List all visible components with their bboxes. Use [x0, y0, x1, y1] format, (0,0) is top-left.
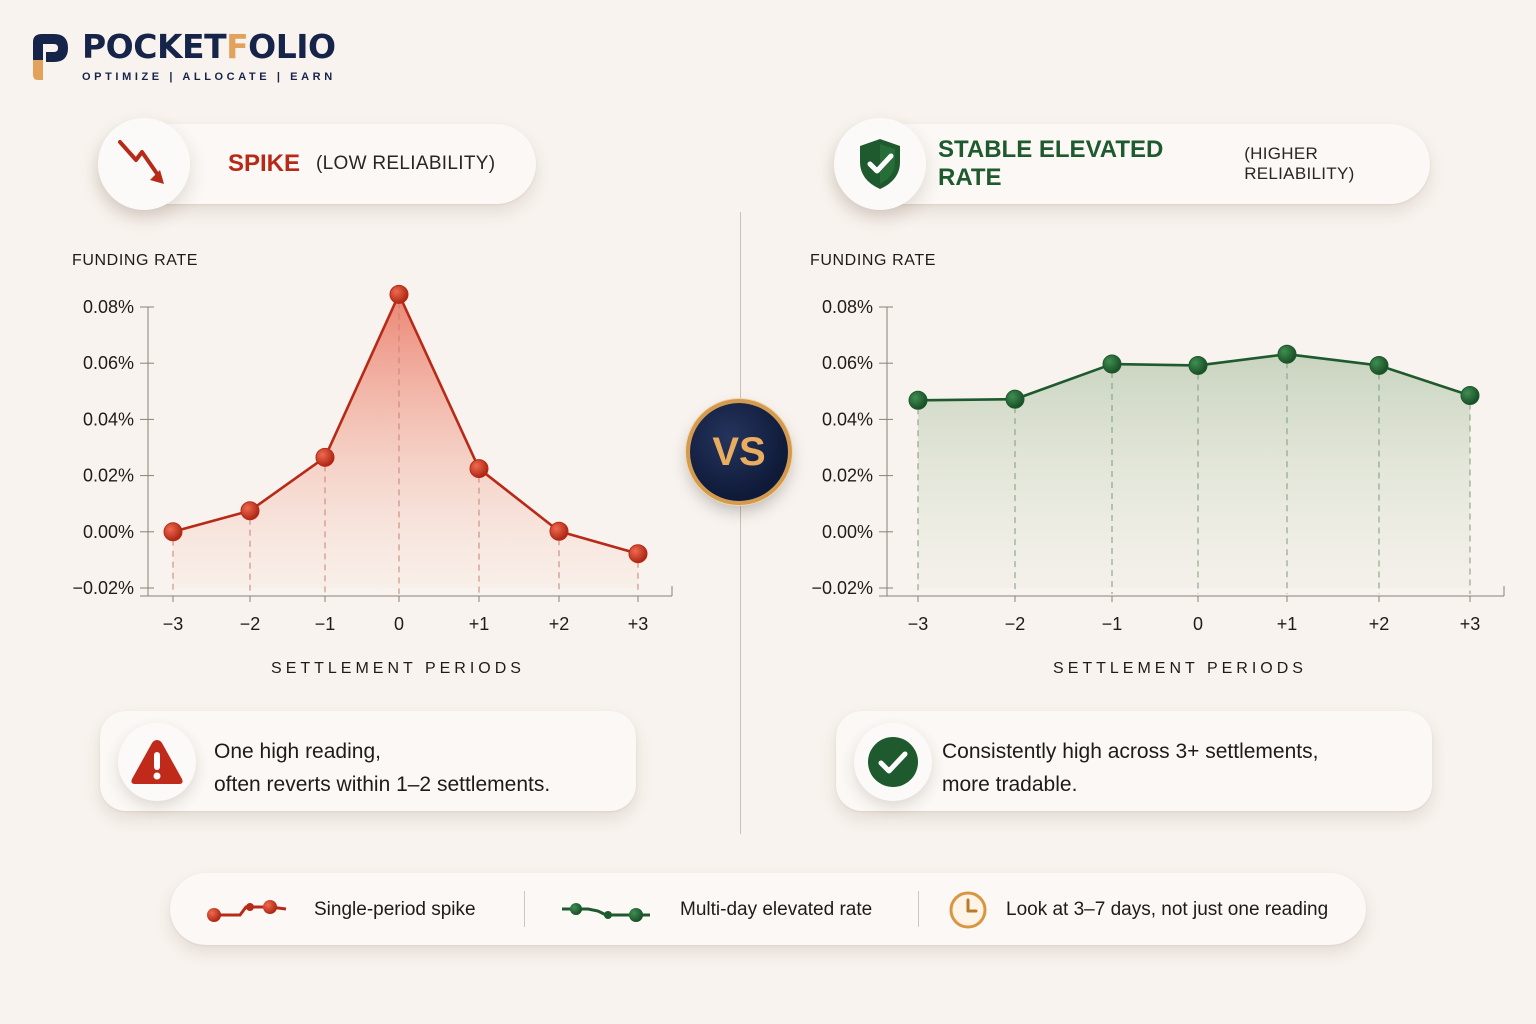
stable-x-tick-label: +3 — [1460, 614, 1481, 634]
stable-title: STABLE ELEVATED RATE — [938, 136, 1164, 191]
spike-area — [173, 294, 638, 588]
stable-subtitle: (HIGHER RELIABILITY) — [1244, 144, 1355, 183]
stable-data-point — [1277, 344, 1297, 364]
legend-stable-label: Multi-day elevated rate — [680, 899, 873, 920]
legend-separator — [918, 891, 919, 927]
spike-note-line-1: One high reading, — [214, 740, 381, 763]
spike-data-point — [389, 284, 409, 304]
check-icon-circle — [854, 723, 932, 801]
spike-legend-swatch — [207, 900, 287, 922]
stable-data-point — [1369, 355, 1389, 375]
stable-x-tick-label: −3 — [908, 614, 929, 634]
stable-x-tick-label: −2 — [1005, 614, 1026, 634]
spike-data-point — [163, 522, 183, 542]
spike-x-tick-label: +1 — [469, 614, 490, 634]
brand-tagline: OPTIMIZE | ALLOCATE | EARN — [82, 71, 336, 83]
spike-y-tick-label: 0.08% — [83, 297, 134, 317]
legend-tip-label: Look at 3–7 days, not just one reading — [1006, 899, 1329, 920]
spike-title: SPIKE — [228, 150, 301, 177]
stable-data-point — [1460, 386, 1480, 406]
stable-y-tick-label: 0.00% — [822, 522, 873, 542]
stable-data-point — [1188, 355, 1208, 375]
spike-data-point — [315, 447, 335, 467]
right-x-axis-title: SETTLEMENT PERIODS — [1053, 660, 1307, 677]
spike-y-tick-label: 0.00% — [83, 522, 134, 542]
stable-data-point — [1005, 389, 1025, 409]
spike-x-tick-label: 0 — [394, 614, 404, 634]
spike-data-point — [628, 544, 648, 564]
stable-note-line-2: more tradable. — [942, 773, 1078, 796]
brand-logo: POCKETFOLIO OPTIMIZE | ALLOCATE | EARN — [30, 30, 336, 83]
trend-down-arrow-icon — [118, 140, 164, 184]
vs-badge: VS — [690, 403, 788, 501]
spike-data-point — [549, 521, 569, 541]
legend-spike-label: Single-period spike — [314, 899, 476, 920]
stable-legend-swatch — [562, 903, 650, 922]
stable-y-tick-label: 0.08% — [822, 297, 873, 317]
stable-note-card: Consistently high across 3+ settlements,… — [836, 711, 1432, 811]
stable-area — [918, 354, 1470, 588]
brand-name: POCKETFOLIO — [82, 27, 336, 66]
warning-triangle-icon — [131, 740, 183, 784]
spike-data-point — [240, 501, 260, 521]
stable-x-tick-label: +1 — [1277, 614, 1298, 634]
spike-x-tick-label: −3 — [163, 614, 184, 634]
stable-y-tick-label: 0.06% — [822, 353, 873, 373]
stable-note-text: Consistently high across 3+ settlements,… — [942, 735, 1318, 801]
spike-data-point — [469, 459, 489, 479]
spike-y-tick-label: −0.02% — [72, 578, 134, 598]
spike-note-card: One high reading, often reverts within 1… — [100, 711, 636, 811]
spike-x-tick-label: +2 — [549, 614, 570, 634]
legend-bar: Single-period spike Multi-day elevated r… — [170, 873, 1366, 945]
stable-header: STABLE ELEVATED RATE (HIGHER RELIABILITY… — [834, 118, 1430, 210]
warning-icon-circle — [118, 723, 196, 801]
stable-y-tick-label: 0.02% — [822, 466, 873, 486]
spike-subtitle: (LOW RELIABILITY) — [316, 153, 496, 174]
spike-chart: 0.08% 0.06% 0.04% 0.02% 0.00% −0.02% −3 −2 −1 0 +1… — [72, 284, 673, 634]
spike-x-tick-label: +3 — [628, 614, 649, 634]
spike-note-text: One high reading, often reverts within 1… — [214, 735, 550, 801]
legend-separator — [524, 891, 525, 927]
spike-note-line-2: often reverts within 1–2 settlements. — [214, 773, 551, 796]
spike-icon-circle — [98, 118, 190, 210]
stable-y-tick-label: −0.02% — [811, 578, 873, 598]
spike-y-tick-label: 0.02% — [83, 466, 134, 486]
spike-y-tick-label: 0.06% — [83, 353, 134, 373]
spike-x-tick-label: −1 — [315, 614, 336, 634]
stable-y-tick-label: 0.04% — [822, 409, 873, 429]
pocketfolio-logo-icon — [33, 34, 68, 80]
check-circle-icon — [868, 737, 918, 787]
stable-data-point — [1102, 354, 1122, 374]
stable-x-tick-label: +2 — [1369, 614, 1390, 634]
stable-icon-circle — [834, 118, 926, 210]
stable-x-tick-label: 0 — [1193, 614, 1203, 634]
stable-chart: 0.08% 0.06% 0.04% 0.02% 0.00% −0.02% −3 −2 −1 0 +1… — [811, 297, 1505, 634]
center-divider — [740, 212, 741, 834]
stable-note-line-1: Consistently high across 3+ settlements, — [942, 740, 1319, 763]
spike-x-tick-label: −2 — [240, 614, 261, 634]
spike-header: SPIKE (LOW RELIABILITY) — [98, 118, 536, 210]
left-x-axis-title: SETTLEMENT PERIODS — [271, 660, 525, 677]
shield-check-icon — [860, 139, 900, 189]
clock-icon — [949, 891, 987, 929]
spike-y-tick-label: 0.04% — [83, 409, 134, 429]
right-y-axis-title: FUNDING RATE — [810, 252, 937, 269]
stable-x-tick-label: −1 — [1102, 614, 1123, 634]
left-y-axis-title: FUNDING RATE — [72, 252, 199, 269]
stable-data-point — [908, 390, 928, 410]
